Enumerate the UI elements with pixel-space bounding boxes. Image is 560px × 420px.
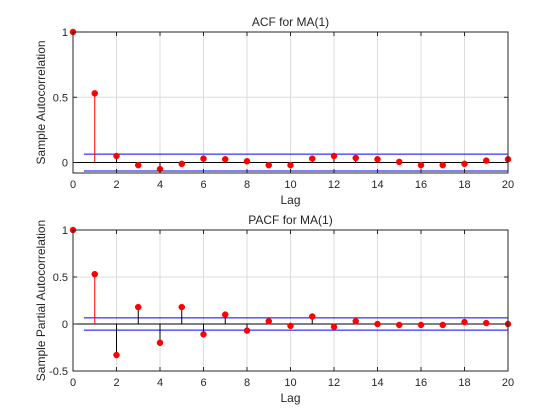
acf-marker-5 xyxy=(178,160,185,168)
acf-x-tick-label-10: 20 xyxy=(502,179,514,191)
pacf-marker-16 xyxy=(417,321,425,329)
acf-ticks: 0 2 4 6 8 10 12 14 16 18 20 0 0.5 1 xyxy=(53,27,514,191)
pacf-y-tick-label-0: -0.5 xyxy=(49,366,68,378)
acf-marker-16 xyxy=(417,161,425,169)
pacf-title: PACF for MA(1) xyxy=(248,213,332,227)
acf-x-tick-label-2: 4 xyxy=(157,179,163,191)
acf-x-tick-label-1: 2 xyxy=(113,179,119,191)
acf-marker-11 xyxy=(309,155,316,162)
pacf-x-tick-label-3: 6 xyxy=(200,377,206,389)
acf-marker-14 xyxy=(374,156,381,163)
acf-marker-1 xyxy=(91,90,98,97)
pacf-y-axis-label: Sample Partial Autocorrelation xyxy=(34,220,48,381)
acf-panel: 0 2 4 6 8 10 12 14 16 18 20 0 0.5 1 ACF for MA(1) Lag… xyxy=(34,15,514,207)
acf-marker-10 xyxy=(287,161,294,169)
pacf-marker-4 xyxy=(156,339,164,347)
pacf-marker-8 xyxy=(243,327,251,334)
pacf-marker-15 xyxy=(396,321,403,329)
acf-marker-6 xyxy=(200,155,207,162)
acf-marker-19 xyxy=(483,157,490,164)
acf-x-tick-label-8: 16 xyxy=(415,179,427,191)
acf-x-tick-label-7: 14 xyxy=(371,179,383,191)
acf-x-tick-label-5: 10 xyxy=(284,179,296,191)
acf-marker-7 xyxy=(222,156,229,163)
acf-title: ACF for MA(1) xyxy=(252,15,329,29)
pacf-x-tick-label-5: 10 xyxy=(284,377,296,389)
pacf-x-tick-label-9: 18 xyxy=(458,377,470,389)
pacf-marker-12 xyxy=(330,323,338,331)
pacf-y-tick-label-3: 1 xyxy=(62,225,68,237)
acf-y-tick-label-2: 1 xyxy=(62,27,68,39)
pacf-marker-18 xyxy=(461,318,468,326)
acf-x-tick-label-6: 12 xyxy=(328,179,340,191)
pacf-panel: 0 2 4 6 8 10 12 14 16 18 20-0.500.51 PACF for MA(1… xyxy=(34,213,514,405)
pacf-x-tick-label-6: 12 xyxy=(328,377,340,389)
pacf-y-tick-label-1: 0 xyxy=(62,319,68,331)
pacf-marker-19 xyxy=(483,319,490,327)
pacf-marker-9 xyxy=(265,317,272,325)
pacf-x-tick-label-2: 4 xyxy=(157,377,163,389)
acf-marker-18 xyxy=(461,160,468,168)
pacf-marker-3 xyxy=(135,303,142,311)
acf-marker-17 xyxy=(439,161,446,169)
acf-marker-13 xyxy=(352,154,359,162)
pacf-x-axis-label: Lag xyxy=(280,391,300,405)
pacf-x-tick-label-7: 14 xyxy=(371,377,383,389)
acf-x-tick-label-9: 18 xyxy=(458,179,470,191)
acf-x-tick-label-4: 8 xyxy=(244,179,250,191)
acf-marker-9 xyxy=(265,161,272,169)
pacf-x-tick-label-0: 0 xyxy=(70,377,76,389)
acf-y-tick-label-0: 0 xyxy=(62,158,68,170)
acf-x-tick-label-0: 0 xyxy=(70,179,76,191)
acf-marker-15 xyxy=(396,158,403,166)
pacf-x-tick-label-8: 16 xyxy=(415,377,427,389)
pacf-marker-10 xyxy=(287,322,294,330)
pacf-x-tick-label-10: 20 xyxy=(502,377,514,389)
pacf-marker-6 xyxy=(200,331,207,338)
acf-x-tick-label-3: 6 xyxy=(200,179,206,191)
pacf-marker-11 xyxy=(309,313,316,320)
pacf-x-tick-label-4: 8 xyxy=(244,377,250,389)
pacf-marker-14 xyxy=(374,320,381,328)
acf-marker-2 xyxy=(113,152,120,160)
acf-y-tick-label-1: 0.5 xyxy=(53,92,68,104)
pacf-marker-7 xyxy=(222,311,229,318)
pacf-ticks: 0 2 4 6 8 10 12 14 16 18 20-0.500.51 xyxy=(49,225,514,389)
pacf-marker-5 xyxy=(178,303,185,311)
pacf-y-tick-label-2: 0.5 xyxy=(53,272,68,284)
pacf-marker-17 xyxy=(439,321,446,329)
pacf-marker-2 xyxy=(113,351,120,359)
acf-x-axis-label: Lag xyxy=(280,193,300,207)
pacf-marker-1 xyxy=(91,270,98,278)
acf-y-axis-label: Sample Autocorrelation xyxy=(34,40,48,164)
pacf-marker-13 xyxy=(352,317,359,325)
acf-grid xyxy=(72,31,509,173)
pacf-grid xyxy=(72,229,509,372)
acf-marker-3 xyxy=(135,161,142,169)
pacf-x-tick-label-1: 2 xyxy=(113,377,119,389)
acf-marker-12 xyxy=(330,152,338,160)
acf-marker-8 xyxy=(243,158,251,165)
